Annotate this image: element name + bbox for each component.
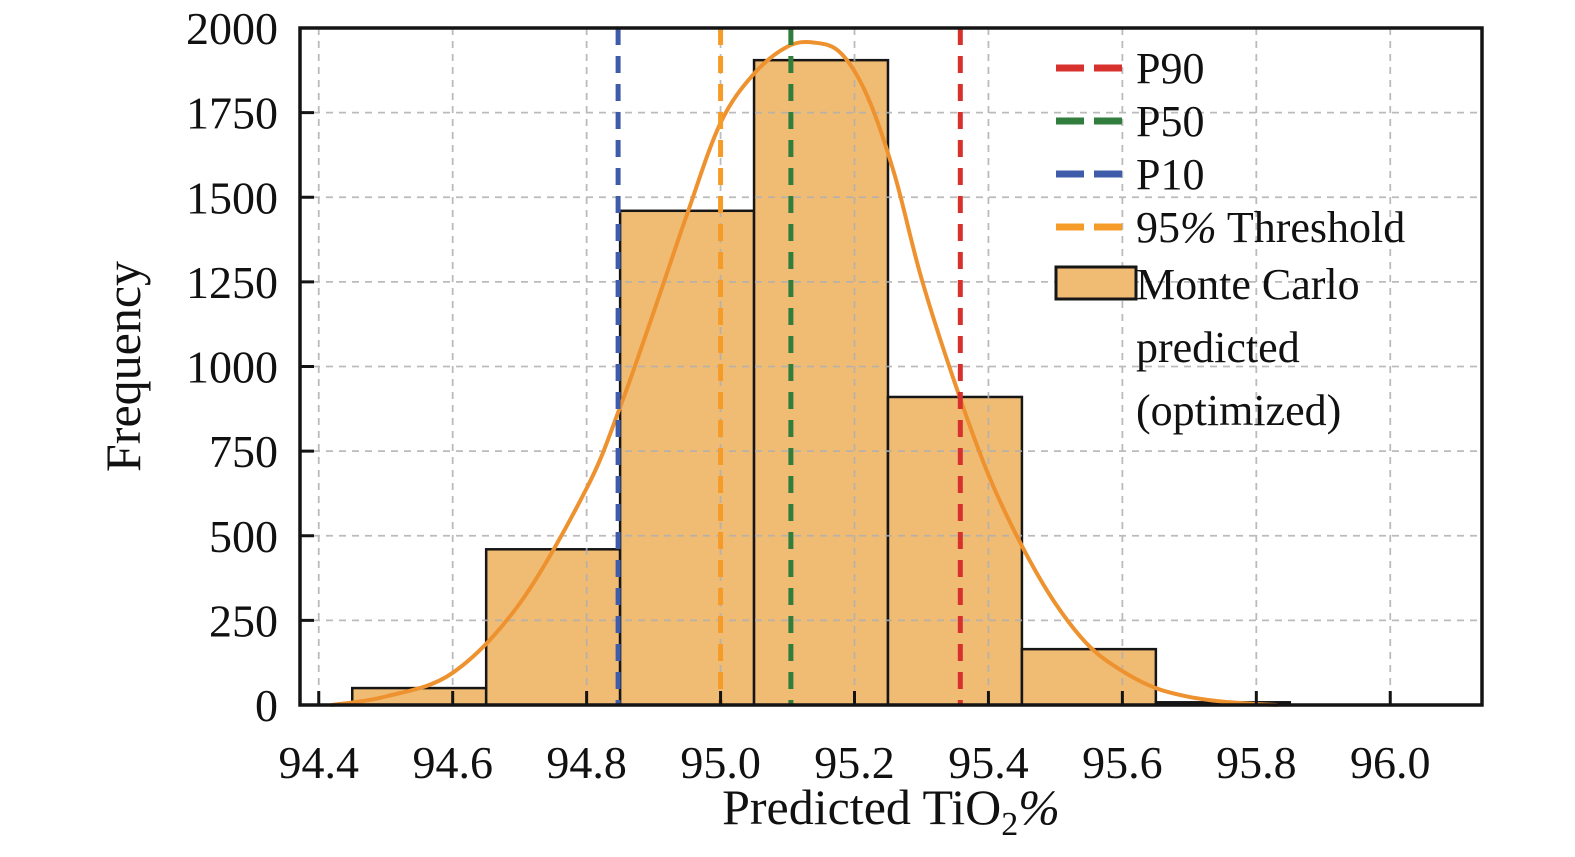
- legend-item-p90: P90: [1056, 44, 1204, 93]
- legend-label: P10: [1136, 150, 1204, 199]
- x-axis-title: Predicted TiO2%: [722, 779, 1060, 843]
- axis-ticks: [300, 26, 1392, 707]
- histogram-bar: [350, 686, 488, 707]
- histogram-bar: [752, 58, 890, 707]
- legend-label: Monte Carlo: [1136, 260, 1360, 309]
- x-tick-labels: 94.4 94.6 94.8 95.0 95.2 95.4 95.6 95.8 96.0: [279, 737, 1431, 788]
- x-tick-label: 95.2: [814, 737, 895, 788]
- x-tick-label: 95.0: [680, 737, 761, 788]
- legend-label: P90: [1136, 44, 1204, 93]
- histogram-bar: [886, 395, 1024, 707]
- x-tick-label: 94.8: [546, 737, 627, 788]
- kde-curve: [330, 39, 1279, 707]
- histogram-bar: [618, 209, 756, 707]
- y-tick-label: 1000: [186, 342, 278, 393]
- percentile-lines: [615, 28, 963, 705]
- legend-patch-swatch: [1054, 265, 1138, 301]
- y-tick-label: 1250: [186, 257, 278, 308]
- legend-item-95-threshold: 95% Threshold: [1056, 203, 1405, 252]
- y-tick-labels: 0 250 500 750 1000 1250 1500 1750 2000: [186, 3, 278, 731]
- legend-label: predicted: [1136, 323, 1300, 372]
- x-tick-label: 94.4: [279, 737, 360, 788]
- y-axis-title: Frequency: [95, 261, 151, 472]
- y-tick-label: 750: [209, 426, 278, 477]
- y-tick-label: 2000: [186, 3, 278, 54]
- y-tick-label: 1750: [186, 88, 278, 139]
- y-tick-label: 500: [209, 511, 278, 562]
- legend-label: 95% Threshold: [1136, 203, 1405, 252]
- histogram-bars: [350, 58, 1292, 707]
- legend-label: P50: [1136, 97, 1204, 146]
- y-tick-label: 0: [255, 680, 278, 731]
- x-tick-label: 95.4: [948, 737, 1029, 788]
- y-tick-label: 1500: [186, 172, 278, 223]
- legend-item-monte-carlo-predicted-optimized-: Monte Carlo predicted (optimized): [1054, 260, 1360, 435]
- x-tick-label: 94.6: [412, 737, 493, 788]
- y-tick-label: 250: [209, 595, 278, 646]
- legend-item-p50: P50: [1056, 97, 1204, 146]
- legend-item-p10: P10: [1056, 150, 1204, 199]
- histogram-bar: [484, 548, 622, 707]
- x-tick-label: 95.8: [1216, 737, 1297, 788]
- legend-label: (optimized): [1136, 386, 1341, 435]
- x-tick-label: 95.6: [1082, 737, 1163, 788]
- x-tick-label: 96.0: [1350, 737, 1431, 788]
